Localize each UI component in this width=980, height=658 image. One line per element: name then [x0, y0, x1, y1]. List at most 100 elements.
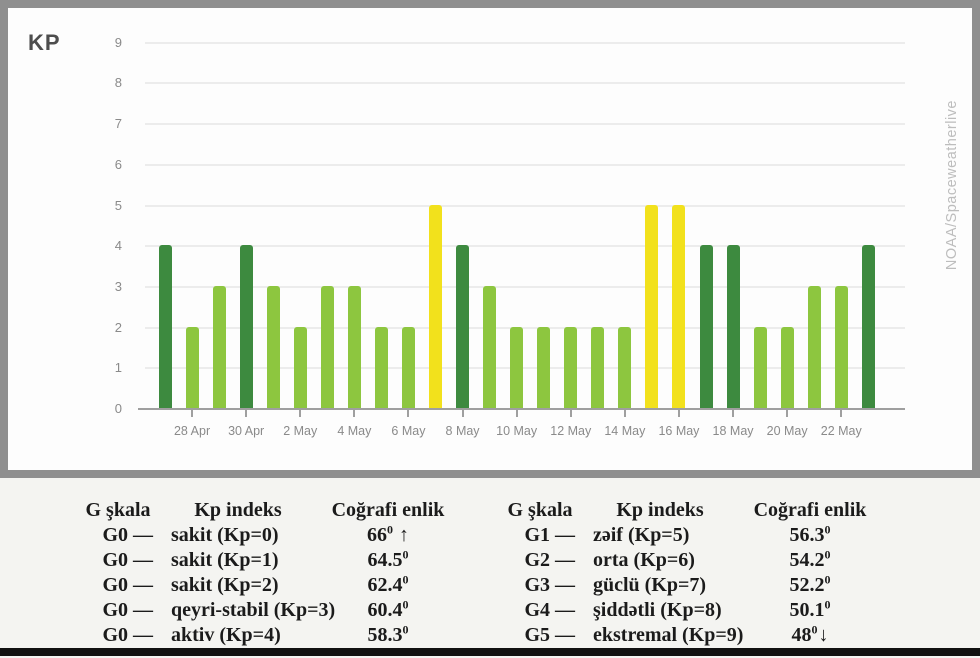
- geographic-latitude-value: 52.20: [789, 572, 831, 596]
- col-header-g-scale: G şkala: [85, 499, 151, 521]
- y-axis-tick-label: 6: [114, 156, 122, 172]
- g-scale-row: G0 — sakit (Kp=1) 64.50: [58, 548, 498, 573]
- kp-bar: [834, 285, 848, 408]
- g-scale-code: G3 —: [524, 574, 575, 596]
- kp-bar: [672, 204, 686, 408]
- kp-bar: [483, 285, 497, 408]
- watermark-credit: NOAA/Spaceweatherlive: [944, 100, 960, 271]
- col-header-latitude: Coğrafi enlik: [331, 499, 445, 521]
- x-axis-tick-label: 4 May: [337, 424, 372, 438]
- y-axis-tick-label: 1: [114, 360, 122, 376]
- y-gridline: [145, 367, 905, 370]
- kp-bar: [158, 245, 172, 408]
- kp-bar: [401, 326, 415, 408]
- g-scale-code: G0 —: [102, 574, 153, 596]
- y-gridline: [145, 123, 905, 126]
- x-axis-tick: [840, 410, 843, 417]
- y-gridline: [145, 245, 905, 248]
- x-axis-tick-label: 30 Apr: [228, 424, 265, 438]
- kp-index-description: şiddətli (Kp=8): [593, 599, 722, 621]
- x-axis-tick-label: 10 May: [496, 424, 538, 438]
- kp-index-description: sakit (Kp=1): [171, 549, 279, 571]
- g-scale-code: G0 —: [102, 549, 153, 571]
- kp-bar: [618, 326, 632, 408]
- y-axis-tick-label: 3: [114, 278, 122, 294]
- col-header-g-scale: G şkala: [507, 499, 573, 521]
- kp-bar-chart: 0 1 2 3 4 5 6 7 8 9 28 Apr 30 Apr 2 May 4 May 6 May 8 M…: [8, 8, 972, 470]
- kp-index-description: zəif (Kp=5): [593, 524, 690, 546]
- g-scale-row: G1 — zəif (Kp=5) 56.30: [480, 523, 920, 548]
- y-gridline: [145, 204, 905, 207]
- kp-index-description: sakit (Kp=2): [171, 574, 279, 596]
- geographic-latitude-value: 58.30: [367, 622, 409, 646]
- g-scale-row: G5 — ekstremal (Kp=9) 480↓: [480, 623, 920, 648]
- geographic-latitude-value: 62.40: [367, 572, 409, 596]
- x-axis-tick-label: 20 May: [766, 424, 808, 438]
- y-gridline: [145, 326, 905, 329]
- kp-bar: [185, 326, 199, 408]
- arrow-up-icon: ↑: [394, 524, 409, 546]
- y-axis-tick-label: 0: [114, 401, 122, 416]
- g-scale-row: G0 — aktiv (Kp=4) 58.30: [58, 623, 498, 648]
- x-axis-tick-label: 16 May: [658, 424, 700, 438]
- geographic-latitude-value: 54.20: [789, 547, 831, 571]
- g-scale-row: G2 — orta (Kp=6) 54.20: [480, 548, 920, 573]
- y-axis-tick-label: 7: [114, 116, 122, 132]
- g-scale-code: G2 —: [524, 549, 575, 571]
- kp-index-description: sakit (Kp=0): [171, 524, 279, 546]
- y-gridline: [145, 285, 905, 288]
- g-scale-code: G4 —: [524, 599, 575, 621]
- table-header-row: G şkala Kp indeks Coğrafi enlik: [58, 498, 498, 523]
- kp-index-description: aktiv (Kp=4): [171, 624, 281, 646]
- kp-bar: [537, 326, 551, 408]
- x-axis-tick: [623, 410, 626, 417]
- g-scale-row: G3 — güclü (Kp=7) 52.20: [480, 573, 920, 598]
- x-axis-tick-label: 18 May: [712, 424, 754, 438]
- x-axis-tick: [677, 410, 680, 417]
- g-scale-table-left: G şkala Kp indeks Coğrafi enlik G0 — saki…: [58, 498, 498, 648]
- geographic-latitude-value: 660 ↑: [367, 522, 409, 546]
- x-axis-tick: [299, 410, 302, 417]
- chart-title: KP: [28, 30, 61, 55]
- y-gridline: [145, 41, 905, 44]
- x-axis-tick-label: 8 May: [445, 424, 480, 438]
- kp-bar: [699, 245, 713, 408]
- x-axis-tick-label: 6 May: [391, 424, 426, 438]
- g-scale-code: G1 —: [524, 524, 575, 546]
- kp-chart-panel: 0 1 2 3 4 5 6 7 8 9 28 Apr 30 Apr 2 May 4 May 6 May 8 M…: [0, 0, 980, 478]
- col-header-kp-index: Kp indeks: [616, 499, 704, 521]
- geographic-latitude-value: 60.40: [367, 597, 409, 621]
- kp-index-description: orta (Kp=6): [593, 549, 695, 571]
- kp-bar: [861, 245, 875, 408]
- x-axis-tick: [569, 410, 572, 417]
- x-axis-tick-label: 14 May: [604, 424, 646, 438]
- geographic-latitude-value: 56.30: [789, 522, 831, 546]
- g-scale-table-right: G şkala Kp indeks Coğrafi enlik G1 — zəif…: [480, 498, 920, 648]
- x-axis-tick: [786, 410, 789, 417]
- g-scale-code: G0 —: [102, 624, 153, 646]
- y-axis-tick-label: 5: [114, 197, 122, 213]
- kp-bar: [347, 285, 361, 408]
- g-scale-row: G4 — şiddətli (Kp=8) 50.10: [480, 598, 920, 623]
- x-axis-tick: [461, 410, 464, 417]
- kp-bar: [780, 326, 794, 408]
- y-gridline: [145, 82, 905, 85]
- x-axis-tick-label: 28 Apr: [173, 424, 211, 438]
- geographic-latitude-value: 50.10: [789, 597, 831, 621]
- x-axis-line: [138, 408, 905, 410]
- kp-bar: [591, 326, 605, 408]
- kp-bar: [266, 285, 280, 408]
- arrow-down-icon: ↓: [818, 624, 829, 646]
- g-scale-code: G0 —: [102, 524, 153, 546]
- x-axis-tick: [191, 410, 194, 417]
- g-scale-row: G0 — sakit (Kp=0) 660 ↑: [58, 523, 498, 548]
- y-axis-tick-label: 4: [114, 238, 122, 254]
- geographic-latitude-value: 64.50: [367, 547, 409, 571]
- bottom-divider-bar: [0, 648, 980, 656]
- kp-bar: [753, 326, 767, 408]
- x-axis-tick: [515, 410, 518, 417]
- x-axis-tick: [407, 410, 410, 417]
- kp-bar: [456, 245, 470, 408]
- x-axis-tick: [245, 410, 248, 417]
- x-axis-tick-label: 12 May: [550, 424, 592, 438]
